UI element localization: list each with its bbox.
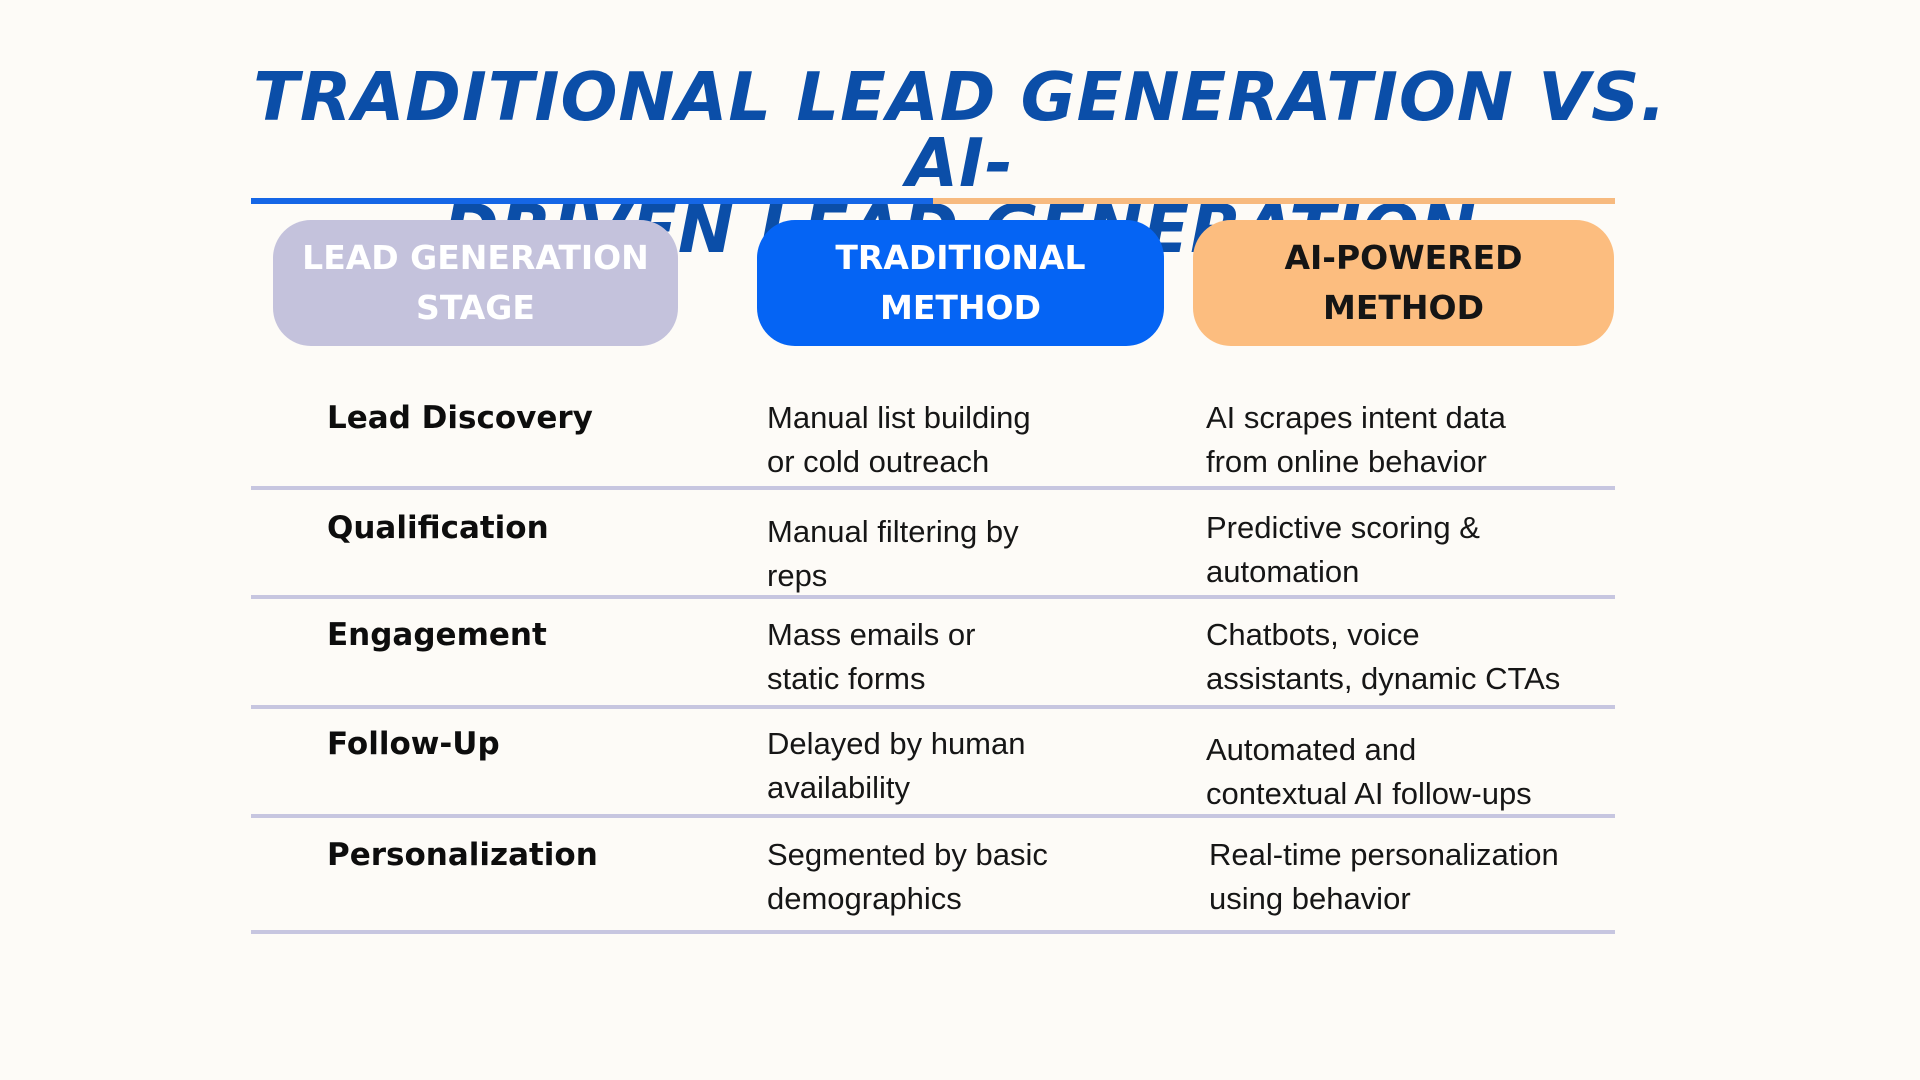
row-divider	[251, 595, 1615, 599]
ai-cell: AI scrapes intent data from online behav…	[1206, 400, 1506, 479]
traditional-cell: Mass emails or static forms	[767, 617, 976, 696]
stage-label: Personalization	[327, 837, 598, 873]
traditional-cell: Manual list building or cold outreach	[767, 400, 1031, 479]
row-divider	[251, 705, 1615, 709]
header-stage: LEAD GENERATION STAGE	[273, 220, 678, 346]
traditional-cell: Segmented by basic demographics	[767, 837, 1048, 916]
traditional-cell: Delayed by human availability	[767, 726, 1026, 805]
row-divider	[251, 814, 1615, 818]
header-traditional: TRADITIONAL METHOD	[757, 220, 1164, 346]
traditional-cell: Manual filtering by reps	[767, 514, 1019, 593]
title-underline-blue	[251, 198, 933, 204]
stage-label: Engagement	[327, 617, 547, 653]
stage-label: Qualification	[327, 510, 549, 546]
stage-label: Follow-Up	[327, 726, 500, 762]
ai-cell: Real-time personalization using behavior	[1209, 837, 1559, 916]
ai-cell: Chatbots, voice assistants, dynamic CTAs	[1206, 617, 1561, 696]
title-underline-orange	[933, 198, 1615, 204]
ai-cell: Predictive scoring & automation	[1206, 510, 1480, 589]
row-divider	[251, 486, 1615, 490]
row-divider	[251, 930, 1615, 934]
header-ai-powered: AI-POWERED METHOD	[1193, 220, 1614, 346]
stage-label: Lead Discovery	[327, 400, 593, 436]
ai-cell: Automated and contextual AI follow-ups	[1206, 732, 1532, 811]
